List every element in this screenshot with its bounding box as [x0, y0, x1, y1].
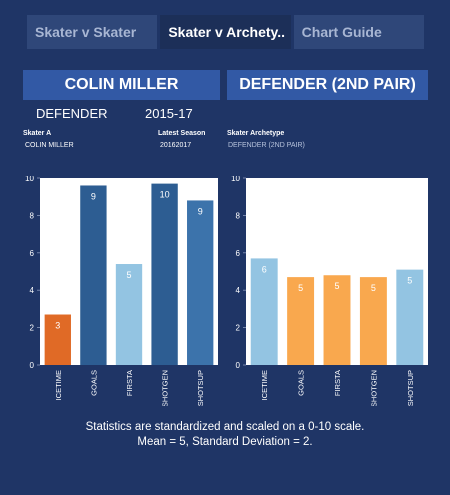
- y-tick-label: 10: [25, 176, 34, 183]
- bar-goals: [287, 277, 315, 365]
- y-tick-label: 4: [236, 286, 241, 295]
- archetype-banner: DEFENDER (2ND PAIR): [227, 70, 428, 100]
- data-label: 3: [55, 321, 60, 331]
- tab-skater-v-skater[interactable]: Skater v Skater: [27, 15, 158, 49]
- data-label: 9: [198, 206, 203, 216]
- data-label: 5: [126, 270, 131, 280]
- y-tick-label: 6: [236, 249, 241, 258]
- bar-firsta: [115, 264, 143, 365]
- bar-goals: [80, 185, 107, 365]
- skater-value: COLIN MILLER: [25, 142, 74, 149]
- player-name-banner: COLIN MILLER: [23, 70, 220, 100]
- x-tick-label: ICETIME: [54, 370, 63, 400]
- skater-chart: 0 2 4 6 8 10 3 ICETIME 9 GOALS 5 FIRSTA 10 SHOTGEN 9 SH…: [20, 176, 220, 406]
- bar-icetime: [44, 314, 71, 365]
- tab-skater-v-archetype[interactable]: Skater v Archety..: [160, 15, 291, 49]
- x-tick-label: FIRSTA: [125, 370, 134, 396]
- archetype-value: DEFENDER (2ND PAIR): [228, 142, 305, 149]
- y-tick-label: 2: [30, 324, 35, 333]
- data-label: 5: [334, 281, 339, 291]
- bar-shotsup: [187, 200, 214, 365]
- player-season: 2015-17: [145, 106, 193, 121]
- data-label: 6: [262, 264, 267, 274]
- data-label: 9: [91, 191, 96, 201]
- y-tick-label: 6: [30, 249, 35, 258]
- footnote-line-1: Statistics are standardized and scaled o…: [85, 421, 365, 433]
- x-tick-label: SHOTGEN: [161, 370, 170, 406]
- x-tick-label: GOALS: [297, 370, 306, 396]
- y-tick-label: 0: [30, 361, 35, 370]
- archetype-bar-chart: 0 2 4 6 8 10 6 ICETIME 5 GOALS 5 FIRSTA 5 SHOTGEN 5 SHO…: [231, 176, 428, 406]
- data-label: 5: [298, 283, 303, 293]
- data-label: 5: [407, 276, 412, 286]
- archetype-chart: 0 2 4 6 8 10 6 ICETIME 5 GOALS 5 FIRSTA 5 SHOTGEN 5 SHO…: [226, 176, 430, 406]
- y-tick-label: 8: [236, 211, 241, 220]
- player-position: DEFENDER: [36, 106, 108, 121]
- x-tick-label: FIRSTA: [333, 370, 342, 396]
- bar-shotgen: [151, 183, 178, 365]
- x-tick-label: SHOTGEN: [369, 370, 378, 406]
- skater-label: Skater A: [23, 130, 52, 137]
- archetype-label: Skater Archetype: [227, 130, 285, 137]
- y-tick-label: 4: [30, 286, 35, 295]
- season-value: 20162017: [160, 142, 192, 149]
- tab-chart-guide[interactable]: Chart Guide: [293, 15, 424, 49]
- data-label: 10: [160, 190, 170, 200]
- y-tick-label: 2: [236, 324, 241, 333]
- x-tick-label: SHOTSUP: [196, 370, 205, 406]
- tab-bar: Skater v Skater Skater v Archety.. Chart…: [27, 15, 424, 49]
- y-tick-label: 10: [231, 176, 240, 183]
- bar-shotgen: [359, 277, 387, 365]
- bar-firsta: [323, 275, 351, 365]
- skater-bar-chart: 0 2 4 6 8 10 3 ICETIME 9 GOALS 5 FIRSTA 10 SHOTGEN 9 SH…: [25, 176, 218, 406]
- season-label: Latest Season: [158, 130, 206, 137]
- x-tick-label: ICETIME: [260, 370, 269, 400]
- x-tick-label: SHOTSUP: [406, 370, 415, 406]
- x-tick-label: GOALS: [89, 370, 98, 396]
- footnote-line-2: Mean = 5, Standard Deviation = 2.: [137, 436, 313, 448]
- bar-icetime: [250, 258, 278, 365]
- data-label: 5: [371, 283, 376, 293]
- y-tick-label: 0: [236, 361, 241, 370]
- y-tick-label: 8: [30, 211, 35, 220]
- bar-shotsup: [396, 269, 424, 365]
